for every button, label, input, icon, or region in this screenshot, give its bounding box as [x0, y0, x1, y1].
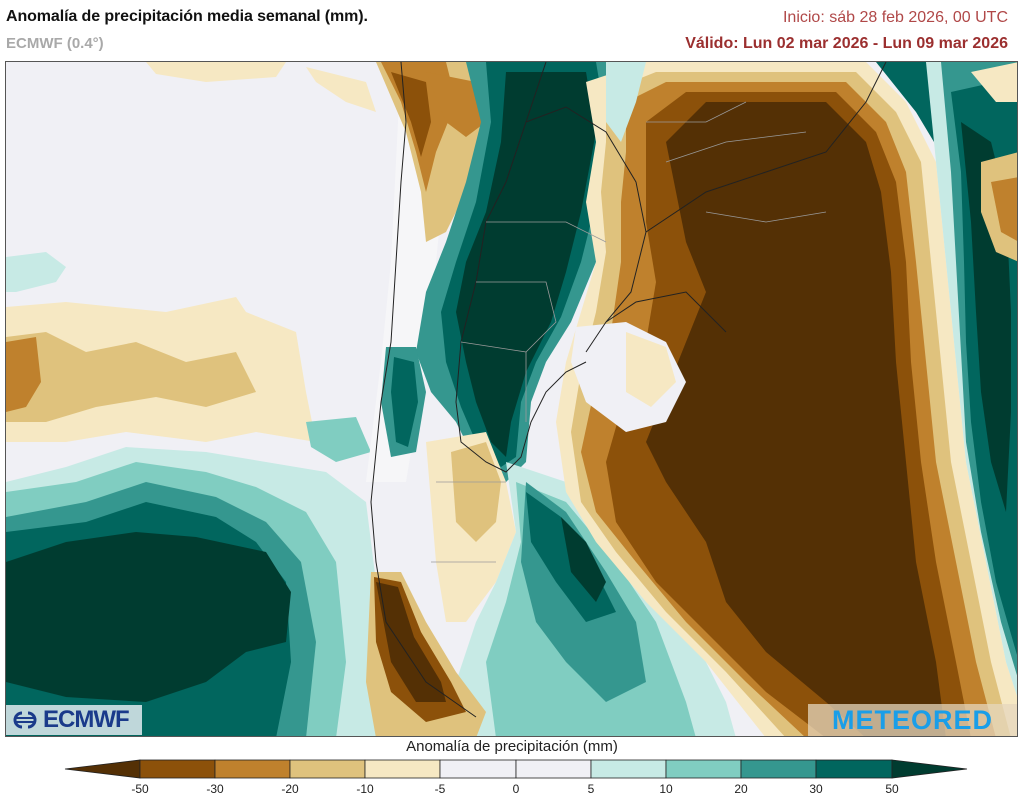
colorbar-tick: -30 [206, 782, 224, 796]
colorbar-tick: -20 [281, 782, 299, 796]
colorbar-tick: 20 [734, 782, 748, 796]
model-label: ECMWF (0.4°) [6, 35, 104, 52]
precipitation-anomaly-map [5, 61, 1018, 737]
ecmwf-logo-text: ECMWF [43, 706, 130, 733]
colorbar-tick: 10 [659, 782, 673, 796]
init-time: Inicio: sáb 28 feb 2026, 00 UTC [782, 9, 1008, 26]
ecmwf-logo: ECMWF [6, 705, 142, 735]
colorbar-tick: -50 [131, 782, 149, 796]
colorbar-tick: 5 [587, 782, 595, 796]
map-canvas [6, 62, 1017, 736]
meteored-logo: METEORED [808, 704, 1017, 736]
colorbar-tick: 0 [512, 782, 520, 796]
colorbar-extend-low [64, 759, 141, 779]
colorbar-tick: -5 [434, 782, 446, 796]
colorbar-extend-high [891, 759, 968, 779]
colorbar-tick: -10 [356, 782, 374, 796]
map-title: Anomalía de precipitación media semanal … [6, 8, 368, 25]
ecmwf-logo-icon [13, 711, 37, 729]
colorbar-tick: 30 [809, 782, 823, 796]
valid-period: Válido: Lun 02 mar 2026 - Lun 09 mar 202… [685, 35, 1008, 52]
meteored-logo-text: METEORED [831, 704, 993, 735]
colorbar-tick: 50 [885, 782, 899, 796]
colorbar [64, 759, 968, 779]
colorbar-title: Anomalía de precipitación (mm) [406, 738, 618, 755]
